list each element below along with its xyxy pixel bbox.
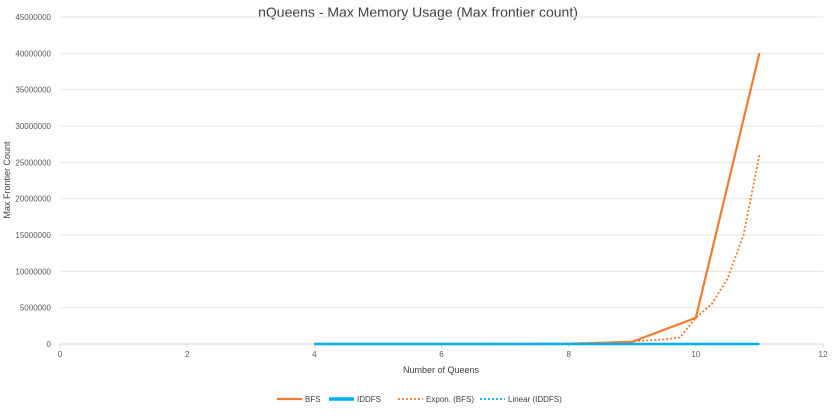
trendline-0	[314, 154, 761, 345]
x-tick-label-5: 10	[691, 350, 700, 359]
legend-label-0: BFS	[305, 395, 321, 404]
y-tick-label-1: 5000000	[20, 304, 52, 313]
x-tick-label-0: 0	[58, 350, 63, 359]
x-tick-label-3: 6	[439, 350, 444, 359]
series-lines	[314, 53, 761, 346]
x-tick-label-2: 4	[312, 350, 317, 359]
x-axis-title: Number of Queens	[403, 365, 480, 375]
x-axis-ticks: 0 2 4 6 8 10 12	[58, 344, 828, 359]
y-tick-label-0: 0	[47, 340, 52, 349]
legend: BFS IDDFS Expon. (BFS) Linear (IDDFS)	[277, 395, 562, 404]
y-tick-label-2: 10000000	[15, 267, 51, 276]
y-tick-label-7: 35000000	[15, 86, 51, 95]
y-axis-title: Max Frontier Count	[2, 141, 12, 219]
x-tick-label-6: 12	[819, 350, 828, 359]
legend-label-3: Linear (IDDFS)	[508, 395, 562, 404]
y-tick-label-3: 15000000	[15, 231, 51, 240]
y-tick-label-5: 25000000	[15, 158, 51, 167]
x-tick-label-1: 2	[185, 350, 190, 359]
y-tick-label-4: 20000000	[15, 195, 51, 204]
x-tick-label-4: 8	[566, 350, 571, 359]
gridlines	[60, 16, 823, 309]
y-tick-label-6: 30000000	[15, 122, 51, 131]
y-tick-label-8: 40000000	[15, 49, 51, 58]
y-tick-label-9: 45000000	[15, 13, 51, 22]
chart-title: nQueens - Max Memory Usage (Max frontier…	[258, 4, 578, 20]
legend-label-2: Expon. (BFS)	[426, 395, 474, 404]
y-axis-ticks: 0 5000000 10000000 15000000 20000000 25000000…	[15, 13, 51, 349]
legend-label-1: IDDFS	[357, 395, 381, 404]
